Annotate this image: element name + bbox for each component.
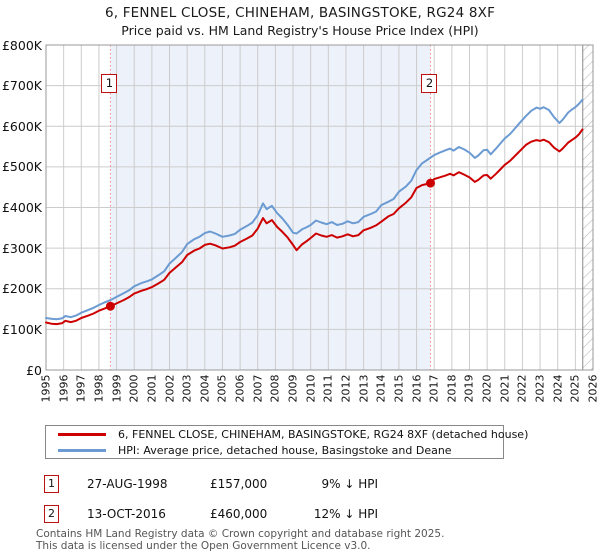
y-axis-tick-label: £0 (26, 362, 42, 378)
y-axis-tick-label: £300K (1, 240, 42, 256)
x-axis-tick-label: 1998 (92, 374, 106, 403)
x-axis-tick-label: 2010 (304, 374, 318, 403)
hpi-line-swatch (58, 448, 106, 452)
sale-1-hpi-diff: 9% ↓ HPI (321, 477, 378, 491)
x-axis-tick-label: 2005 (215, 374, 229, 403)
x-axis-tick-label: 2021 (498, 374, 512, 403)
x-axis-tick-label: 2006 (233, 374, 247, 403)
sale-2-date: 13-OCT-2016 (87, 507, 166, 521)
sale-2-price: £460,000 (210, 507, 268, 521)
price-paid-line-swatch (58, 432, 106, 436)
x-axis-tick-label: 2000 (127, 374, 141, 403)
x-axis-tick-label: 2013 (357, 374, 371, 403)
sale-flag-1: 1 (101, 74, 118, 93)
legend-label: HPI: Average price, detached house, Basi… (118, 443, 452, 457)
footer-line-1: Contains HM Land Registry data © Crown c… (36, 528, 445, 540)
x-axis-tick-label: 2022 (515, 374, 529, 403)
x-axis-tick-label: 2015 (392, 374, 406, 403)
x-axis-tick-label: 2012 (339, 374, 353, 403)
y-axis-tick-label: £200K (1, 281, 42, 297)
x-axis-tick-label: 1995 (39, 374, 53, 403)
x-axis-tick-label: 2017 (427, 374, 441, 403)
x-axis-tick-label: 2020 (480, 374, 494, 403)
y-axis-tick-label: £100K (1, 321, 42, 337)
y-axis-tick-label: £700K (1, 78, 42, 94)
x-axis-tick-label: 2002 (163, 374, 177, 403)
sale-2-marker: 2 (44, 505, 59, 523)
price_paid-line (45, 128, 584, 326)
page-subtitle: Price paid vs. HM Land Registry's House … (121, 23, 479, 38)
x-axis-tick-label: 2014 (374, 374, 388, 403)
x-axis-tick-label: 2001 (145, 374, 159, 403)
x-axis-tick-label: 2011 (321, 374, 335, 403)
legend-item-price-paid: 6, FENNEL CLOSE, CHINEHAM, BASINGSTOKE, … (46, 427, 528, 442)
x-axis-tick-label: 2008 (268, 374, 282, 403)
x-axis-tick-label: 2007 (251, 374, 265, 403)
legend-item-hpi: HPI: Average price, detached house, Basi… (46, 443, 503, 458)
chart-legend: 6, FENNEL CLOSE, CHINEHAM, BASINGSTOKE, … (45, 425, 528, 459)
x-axis-tick-label: 2024 (551, 374, 565, 403)
page-title: 6, FENNEL CLOSE, CHINEHAM, BASINGSTOKE, … (104, 5, 496, 21)
footer-line-2: This data is licensed under the Open Gov… (36, 539, 371, 552)
sale-1-price: £157,000 (210, 477, 268, 491)
x-axis-tick-label: 2009 (286, 374, 300, 403)
sale-1-date: 27-AUG-1998 (87, 477, 168, 491)
sale-2-hpi-diff: 12% ↓ HPI (313, 507, 378, 521)
x-axis-tick-label: 2003 (180, 374, 194, 403)
sale-point-1 (105, 301, 115, 311)
future-hatch (582, 45, 593, 370)
x-axis-tick-label: 2004 (198, 374, 212, 403)
x-axis-tick-label: 2026 (586, 374, 600, 403)
sale-annotation-row-1: 1 27-AUG-1998 £157,000 9% ↓ HPI (0, 475, 600, 495)
plot-border (45, 44, 594, 371)
y-axis-tick-label: £400K (1, 200, 42, 215)
license-footer: Contains HM Land Registry data © Crown c… (36, 528, 445, 552)
sale-point-2 (425, 178, 435, 188)
x-axis-tick-label: 2023 (533, 374, 547, 403)
x-axis-tick-label: 1996 (57, 374, 71, 403)
x-axis-tick-label: 2019 (462, 374, 476, 403)
x-axis-tick-label: 2025 (568, 374, 582, 403)
sale-flag-2: 2 (421, 74, 438, 93)
y-axis-tick-label: £500K (1, 159, 42, 175)
x-axis-tick-label: 1999 (110, 374, 124, 403)
sale-annotation-row-2: 2 13-OCT-2016 £460,000 12% ↓ HPI (0, 505, 600, 525)
y-axis-tick-label: £600K (1, 118, 42, 134)
hpi-line (45, 98, 584, 321)
sale-1-marker: 1 (44, 475, 59, 493)
x-axis-tick-label: 1997 (74, 374, 88, 403)
x-axis-tick-label: 2016 (410, 374, 424, 403)
x-axis-tick-label: 2018 (445, 374, 459, 403)
y-axis-tick-label: £800K (1, 37, 42, 53)
legend-label: 6, FENNEL CLOSE, CHINEHAM, BASINGSTOKE, … (118, 427, 529, 441)
